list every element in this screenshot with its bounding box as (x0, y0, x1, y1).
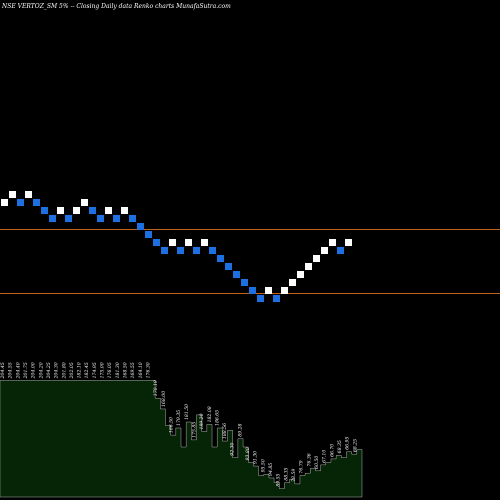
volume-label: 179.35 (176, 410, 182, 426)
brick-down (233, 271, 240, 278)
volume-label: 68.35 (337, 440, 343, 453)
volume-label: 204.00 (31, 362, 37, 379)
volume-label: 175.85 (191, 422, 197, 438)
brick-down (193, 247, 200, 254)
brick-down (65, 215, 72, 222)
volume-label: 78.59 (291, 469, 297, 482)
chart-title: NSE VERTOZ_SM 5% -- Closing Daily data R… (1, 3, 231, 10)
volume-label: 182.10 (77, 362, 83, 378)
volume-label: 168.50 (123, 362, 129, 378)
brick-up (265, 287, 272, 294)
volume-label: 170.19 (153, 380, 159, 396)
volume-label: 204.20 (38, 362, 44, 379)
brick-down (41, 207, 48, 214)
volume-label: 88.35 (283, 467, 289, 480)
volume-label: 66.70 (329, 444, 335, 457)
volume-label: 204.45 (0, 362, 6, 379)
brick-down (49, 215, 56, 222)
brick-up (81, 199, 88, 206)
volume-label: 175.00 (100, 362, 106, 378)
brick-down (129, 215, 136, 222)
brick-up (105, 207, 112, 214)
volume-label: 186.65 (214, 410, 220, 426)
volume-label: 89.55 (276, 473, 282, 486)
brick-down (145, 231, 152, 238)
volume-label: 202.05 (69, 362, 75, 379)
brick-up (305, 263, 312, 270)
volume-label: 204.55 (8, 362, 14, 379)
brick-down (225, 263, 232, 270)
volume-label: 94.85 (268, 463, 274, 476)
brick-down (241, 279, 248, 286)
volume-label: 204.40 (15, 362, 21, 379)
volume-label: 204.30 (54, 362, 60, 379)
volume-label: 204.25 (46, 362, 52, 379)
volume-label: 89.28 (237, 423, 243, 436)
renko-bricks (1, 191, 352, 302)
volume-label: 181.30 (115, 362, 121, 378)
volume-labels: 204.45 204.55 204.40 201.75 204.00 204.20 204.… (0, 362, 358, 486)
volume-label: 189.20 (199, 413, 205, 429)
brick-up (329, 239, 336, 246)
brick-down (249, 287, 256, 294)
volume-label: 176.30 (146, 362, 152, 378)
brick-up (1, 199, 8, 206)
brick-up (321, 247, 328, 254)
brick-down (161, 247, 168, 254)
volume-area (0, 380, 363, 498)
volume-label: 164.10 (138, 362, 144, 378)
brick-up (9, 191, 16, 198)
volume-label: 201.75 (23, 362, 29, 379)
volume-label: 76.79 (299, 460, 305, 473)
brick-down (89, 207, 96, 214)
volume-label: 68.25 (352, 439, 358, 452)
brick-down (273, 295, 280, 302)
brick-up (25, 191, 32, 198)
volume-label: 188.56 (222, 423, 228, 439)
volume-label: 76.36 (306, 453, 312, 466)
volume-label: 60.50 (314, 456, 320, 469)
volume-label: 182.45 (84, 362, 90, 378)
brick-up (185, 239, 192, 246)
reference-lines (0, 229, 500, 294)
volume-label: 95.50 (260, 459, 266, 472)
brick-up (169, 239, 176, 246)
volume-label: 67.10 (322, 450, 328, 463)
brick-up (345, 239, 352, 246)
brick-down (113, 215, 120, 222)
brick-down (209, 247, 216, 254)
volume-label: 201.80 (61, 362, 67, 379)
volume-label: 186.50 (168, 417, 174, 433)
brick-down (33, 199, 40, 206)
volume-label: 66.95 (345, 437, 351, 450)
brick-up (281, 287, 288, 294)
volume-label: 181.50 (184, 404, 190, 420)
brick-down (257, 295, 264, 302)
brick-up (73, 207, 80, 214)
brick-down (177, 247, 184, 254)
brick-down (97, 215, 104, 222)
brick-down (217, 255, 224, 262)
brick-up (297, 271, 304, 278)
volume-label: 168.00 (161, 391, 167, 407)
volume-label: 169.55 (130, 362, 136, 378)
brick-down (337, 247, 344, 254)
volume-label: 91.30 (253, 451, 259, 464)
brick-up (313, 255, 320, 262)
volume-label: 176.05 (107, 362, 113, 378)
volume-panel (0, 380, 363, 498)
volume-label: 93.80 (245, 447, 251, 460)
volume-label: 182.08 (207, 406, 213, 422)
volume-label: 174.95 (92, 362, 98, 378)
brick-up (121, 207, 128, 214)
brick-down (17, 199, 24, 206)
brick-up (57, 207, 64, 214)
brick-down (137, 223, 144, 230)
volume-label: 92.30 (230, 443, 236, 456)
brick-up (201, 239, 208, 246)
brick-down (153, 239, 160, 246)
brick-up (289, 279, 296, 286)
